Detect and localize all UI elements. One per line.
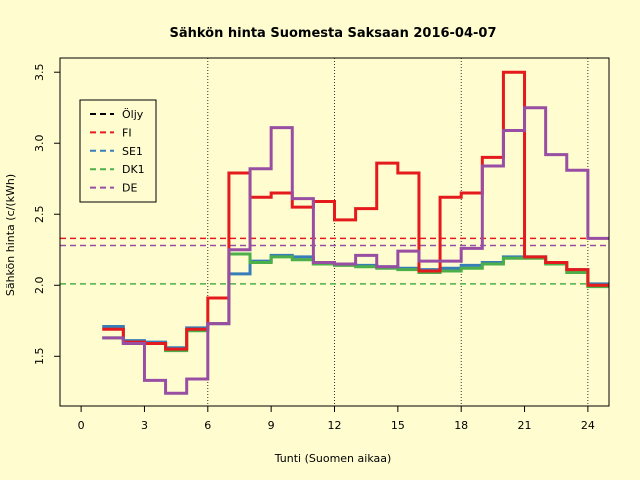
plot-frame <box>59 57 610 407</box>
y-tick-label-1: 2.0 <box>33 277 46 295</box>
chart-title: Sähkön hinta Suomesta Saksaan 2016-04-07 <box>169 26 496 41</box>
y-tick-label-0: 1.5 <box>33 348 46 366</box>
x-tick-label-12: 12 <box>328 419 342 432</box>
series-lines <box>102 70 609 395</box>
x-tick-label-21: 21 <box>518 419 532 432</box>
series-line-fi <box>102 70 609 351</box>
x-tick-label-24: 24 <box>581 419 595 432</box>
x-tick-label-18: 18 <box>454 419 468 432</box>
legend-label-dk1: DK1 <box>122 163 145 176</box>
y-tick-label-3: 3.0 <box>33 134 46 152</box>
y-tick-label-2: 2.5 <box>33 205 46 223</box>
x-tick-label-0: 0 <box>78 419 85 432</box>
legend-label-ljy: Öljy <box>122 108 144 121</box>
legend-label-de: DE <box>122 182 137 195</box>
y-axis-title: Sähkön hinta (c/(kWh) <box>4 174 17 296</box>
y-axis: 1.5 2.0 2.5 3.0 3.5 <box>33 63 60 365</box>
x-axis: 0 3 6 9 12 15 18 21 24 <box>78 406 595 432</box>
y-tick-label-4: 3.5 <box>33 63 46 81</box>
series-line-de <box>102 106 609 395</box>
x-axis-title: Tunti (Suomen aikaa) <box>274 452 392 465</box>
legend: Öljy FI SE1 DK1 DE <box>79 99 157 203</box>
legend-label-se1: SE1 <box>122 145 143 158</box>
x-tick-label-9: 9 <box>268 419 275 432</box>
legend-label-fi: FI <box>122 126 132 139</box>
x-tick-label-15: 15 <box>391 419 405 432</box>
x-tick-label-6: 6 <box>204 419 211 432</box>
x-tick-label-3: 3 <box>141 419 148 432</box>
reference-lines <box>60 237 609 285</box>
